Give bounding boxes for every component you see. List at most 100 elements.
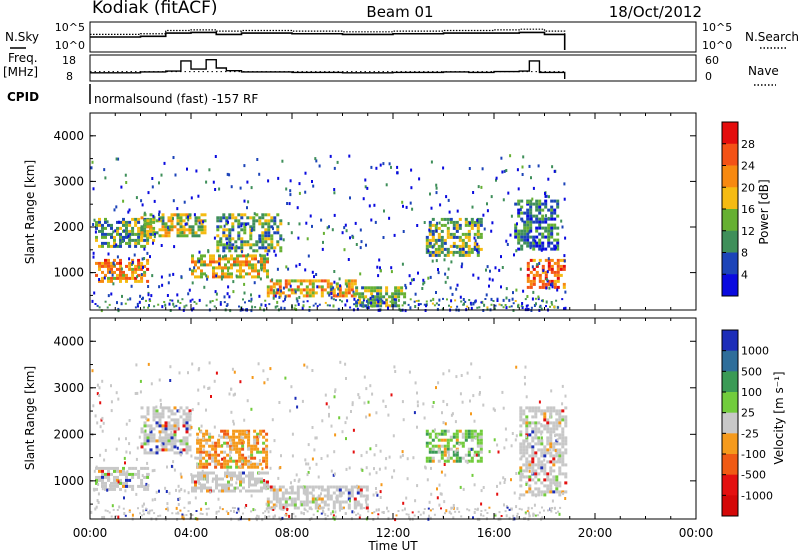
velocity-cell (344, 488, 348, 492)
power-speckle (287, 267, 290, 271)
velocity-speckle (331, 510, 334, 514)
power-speckle (120, 302, 123, 306)
power-cell (107, 241, 110, 245)
velocity-cell (247, 459, 251, 463)
power-cell (176, 222, 180, 226)
velocity-cell (199, 450, 203, 454)
velocity-speckle (480, 489, 483, 493)
power-cell (538, 241, 542, 245)
power-cell (464, 220, 468, 224)
power-cell (526, 226, 530, 230)
velocity-cell (281, 491, 285, 495)
velocity-cell (558, 448, 562, 452)
power-cell (140, 276, 144, 280)
velocity-ground-cell (272, 509, 275, 511)
x-tick-label: 00:00 (679, 526, 714, 540)
velocity-cell (161, 442, 165, 446)
velocity-cell (537, 436, 541, 440)
power-speckle (243, 291, 246, 295)
power-cell (164, 228, 168, 232)
velocity-speckle (123, 496, 125, 500)
power-cell (137, 273, 141, 277)
velocity-cell (116, 484, 119, 488)
power-cell (326, 282, 330, 286)
velocity-cell (452, 432, 456, 436)
power-ground-cell (250, 300, 253, 303)
power-speckle (354, 221, 357, 225)
power-speckle (516, 222, 518, 226)
velocity-ground-cell (387, 510, 390, 513)
velocity-cell (359, 494, 363, 498)
power-speckle (277, 288, 280, 292)
velocity-cell (209, 471, 212, 475)
velocity-cell (519, 433, 523, 437)
power-cell (128, 244, 132, 248)
velocity-cell (149, 427, 153, 431)
power-cell (227, 272, 230, 276)
velocity-cell (531, 448, 535, 452)
power-cell (146, 261, 150, 265)
power-speckle (498, 268, 501, 272)
power-speckle (425, 304, 427, 308)
power-cell (550, 264, 554, 268)
power-cell (532, 241, 536, 245)
velocity-cell (146, 472, 150, 476)
power-cell (361, 292, 365, 296)
velocity-cell (247, 465, 251, 469)
velocity-ground-cell (452, 506, 455, 509)
power-ground-cell (498, 303, 501, 306)
velocity-speckle (554, 434, 556, 438)
velocity-cell (218, 477, 221, 481)
velocity-cell (173, 445, 177, 449)
power-cell (231, 228, 235, 232)
power-speckle (162, 219, 165, 223)
velocity-ground-cell (510, 508, 513, 511)
velocity-speckle (169, 379, 172, 382)
velocity-cell (173, 406, 177, 410)
velocity-cell (244, 462, 248, 466)
velocity-speckle (549, 412, 552, 416)
power-cell (520, 244, 524, 248)
power-speckle (551, 282, 554, 286)
power-cell (228, 249, 232, 253)
velocity-speckle (478, 375, 481, 379)
power-cell (553, 217, 557, 221)
power-cell (131, 273, 135, 277)
power-cell (116, 276, 119, 280)
power-speckle (513, 253, 515, 257)
power-cell (245, 263, 248, 267)
velocity-cell (534, 433, 538, 437)
velocity-cell (239, 471, 242, 475)
velocity-speckle (431, 405, 434, 409)
velocity-cell (179, 406, 183, 410)
velocity-cell (167, 415, 171, 419)
power-cell (278, 291, 282, 295)
velocity-speckle (96, 383, 99, 387)
velocity-speckle (550, 509, 553, 513)
power-cell (101, 229, 104, 233)
power-cell (317, 285, 321, 289)
velocity-cell (350, 491, 354, 495)
power-speckle (138, 300, 141, 304)
power-cell (116, 220, 119, 224)
velocity-cell (176, 409, 180, 413)
power-speckle (167, 281, 170, 285)
velocity-cell (158, 412, 162, 416)
velocity-cell (528, 478, 532, 482)
velocity-cell (525, 424, 529, 428)
power-cell (296, 288, 300, 292)
power-cell (203, 260, 206, 264)
velocity-cell (359, 503, 363, 507)
power-speckle (193, 266, 196, 270)
power-cell (240, 240, 244, 244)
velocity-ground-cell (355, 513, 358, 516)
power-cell (125, 226, 128, 230)
velocity-cell (206, 474, 209, 478)
velocity-cell (531, 469, 535, 473)
velocity-cell (543, 478, 547, 482)
power-cell (350, 279, 354, 283)
power-cell (137, 241, 141, 245)
power-ground-cell (500, 304, 503, 307)
power-speckle (120, 185, 123, 189)
velocity-cell (552, 457, 556, 461)
